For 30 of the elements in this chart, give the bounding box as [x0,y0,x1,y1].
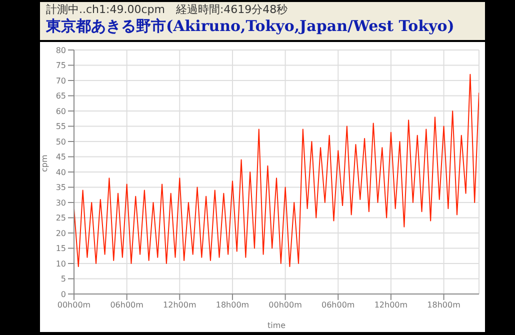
y-tick-label: 0 [60,290,66,299]
x-tick-label: 12h00m [163,300,196,310]
text: 計測中..ch1:49.00cpm 経過時間:4619分48秒 [45,2,289,17]
x-tick-label: 00h00m [268,300,302,310]
y-tick-label: 45 [56,152,66,162]
y-tick-label: 40 [56,168,66,177]
y-tick-label: 15 [56,244,66,254]
y-tick-label: 75 [56,61,66,70]
y-tick-label: 80 [56,46,66,55]
y-tick-label: 55 [56,122,66,132]
x-tick-label: 18h00m [427,300,461,310]
y-tick-label: 50 [56,137,66,146]
y-tick-label: 20 [56,228,66,238]
y-tick-label: 70 [56,76,66,86]
y-tick-label: 30 [56,198,66,208]
x-tick-label: 06h00m [110,300,144,310]
y-tick-label: 65 [56,92,66,101]
x-axis-title: time [267,321,286,330]
x-tick-label: 06h00m [322,300,355,310]
y-tick-label: 60 [56,106,66,116]
y-tick-label: 35 [56,183,66,192]
y-tick-label: 25 [56,214,66,223]
x-tick-label: 12h00m [374,300,408,310]
y-tick-label: 10 [56,259,66,268]
x-tick-label: 00h00m [57,300,91,310]
x-tick-label: 18h00m [216,300,250,310]
text: 東京都あきる野市(Akiruno,Tokyo,Japan/West Tokyo) [44,17,456,36]
y-tick-label: 5 [60,274,66,284]
y-axis-title: cpm [40,154,49,172]
line-series [74,74,479,268]
